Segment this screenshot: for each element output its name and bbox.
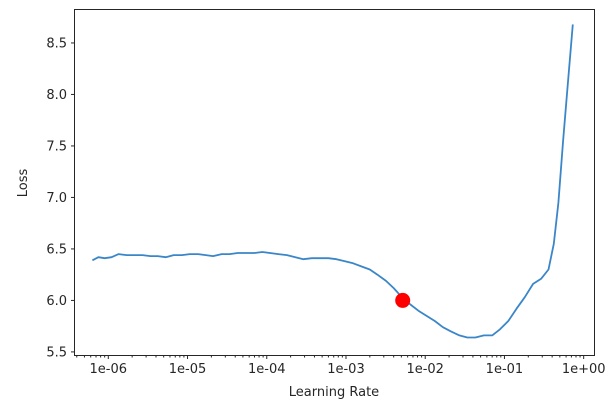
x-tick-label: 1e-06	[90, 362, 128, 377]
x-tick-label: 1e-03	[327, 362, 365, 377]
y-tick-label: 7.0	[46, 191, 67, 206]
y-tick-label: 6.0	[46, 294, 67, 309]
y-tick-label: 5.5	[46, 345, 67, 360]
x-tick-label: 1e-01	[486, 362, 524, 377]
suggested-lr-marker	[395, 292, 411, 308]
loss-series-line	[91, 24, 574, 339]
x-tick-label: 1e+00	[562, 362, 606, 377]
x-tick-label: 1e-02	[406, 362, 444, 377]
y-axis-title: Loss	[16, 169, 31, 198]
y-tick-label: 7.5	[46, 139, 67, 154]
y-tick-label: 8.5	[46, 36, 67, 51]
x-tick-label: 1e-04	[248, 362, 286, 377]
y-tick-label: 8.0	[46, 88, 67, 103]
x-tick-label: 1e-05	[169, 362, 207, 377]
y-tick-label: 6.5	[46, 242, 67, 257]
plot-frame	[74, 9, 595, 356]
x-axis-title: Learning Rate	[289, 385, 379, 399]
